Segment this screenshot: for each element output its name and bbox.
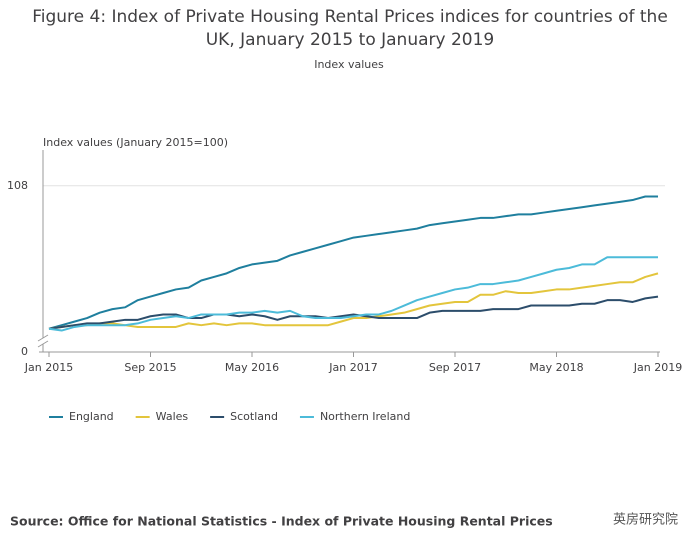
- y-tick-label: 0: [21, 345, 28, 358]
- x-tick-label: Jan 2017: [328, 361, 377, 374]
- watermark: 英房研究院: [613, 512, 678, 528]
- legend-label: Scotland: [230, 410, 278, 423]
- x-tick-label: Sep 2015: [124, 361, 176, 374]
- x-tick-label: Jan 2015: [24, 361, 73, 374]
- chart-subtitle: Index values: [314, 58, 384, 71]
- legend-label: England: [69, 410, 114, 423]
- x-tick-label: Jan 2019: [633, 361, 682, 374]
- axis-break: [37, 334, 49, 342]
- x-tick-label: Sep 2017: [429, 361, 481, 374]
- x-tick-label: May 2018: [529, 361, 583, 374]
- series-line: [48, 295, 659, 330]
- series-line: [48, 195, 658, 330]
- y-tick-label: 108: [7, 179, 28, 192]
- source: Source: Office for National Statistics -…: [10, 514, 553, 529]
- legend-label: Wales: [156, 410, 189, 423]
- chart-title: Figure 4: Index of Private Housing Renta…: [32, 7, 668, 50]
- y-axis-label: Index values (January 2015=100): [43, 136, 228, 149]
- legend-label: Northern Ireland: [320, 410, 410, 423]
- series-line: [48, 272, 659, 330]
- x-tick-label: May 2016: [225, 361, 279, 374]
- axis-break: [37, 340, 49, 348]
- series-line: [48, 256, 658, 332]
